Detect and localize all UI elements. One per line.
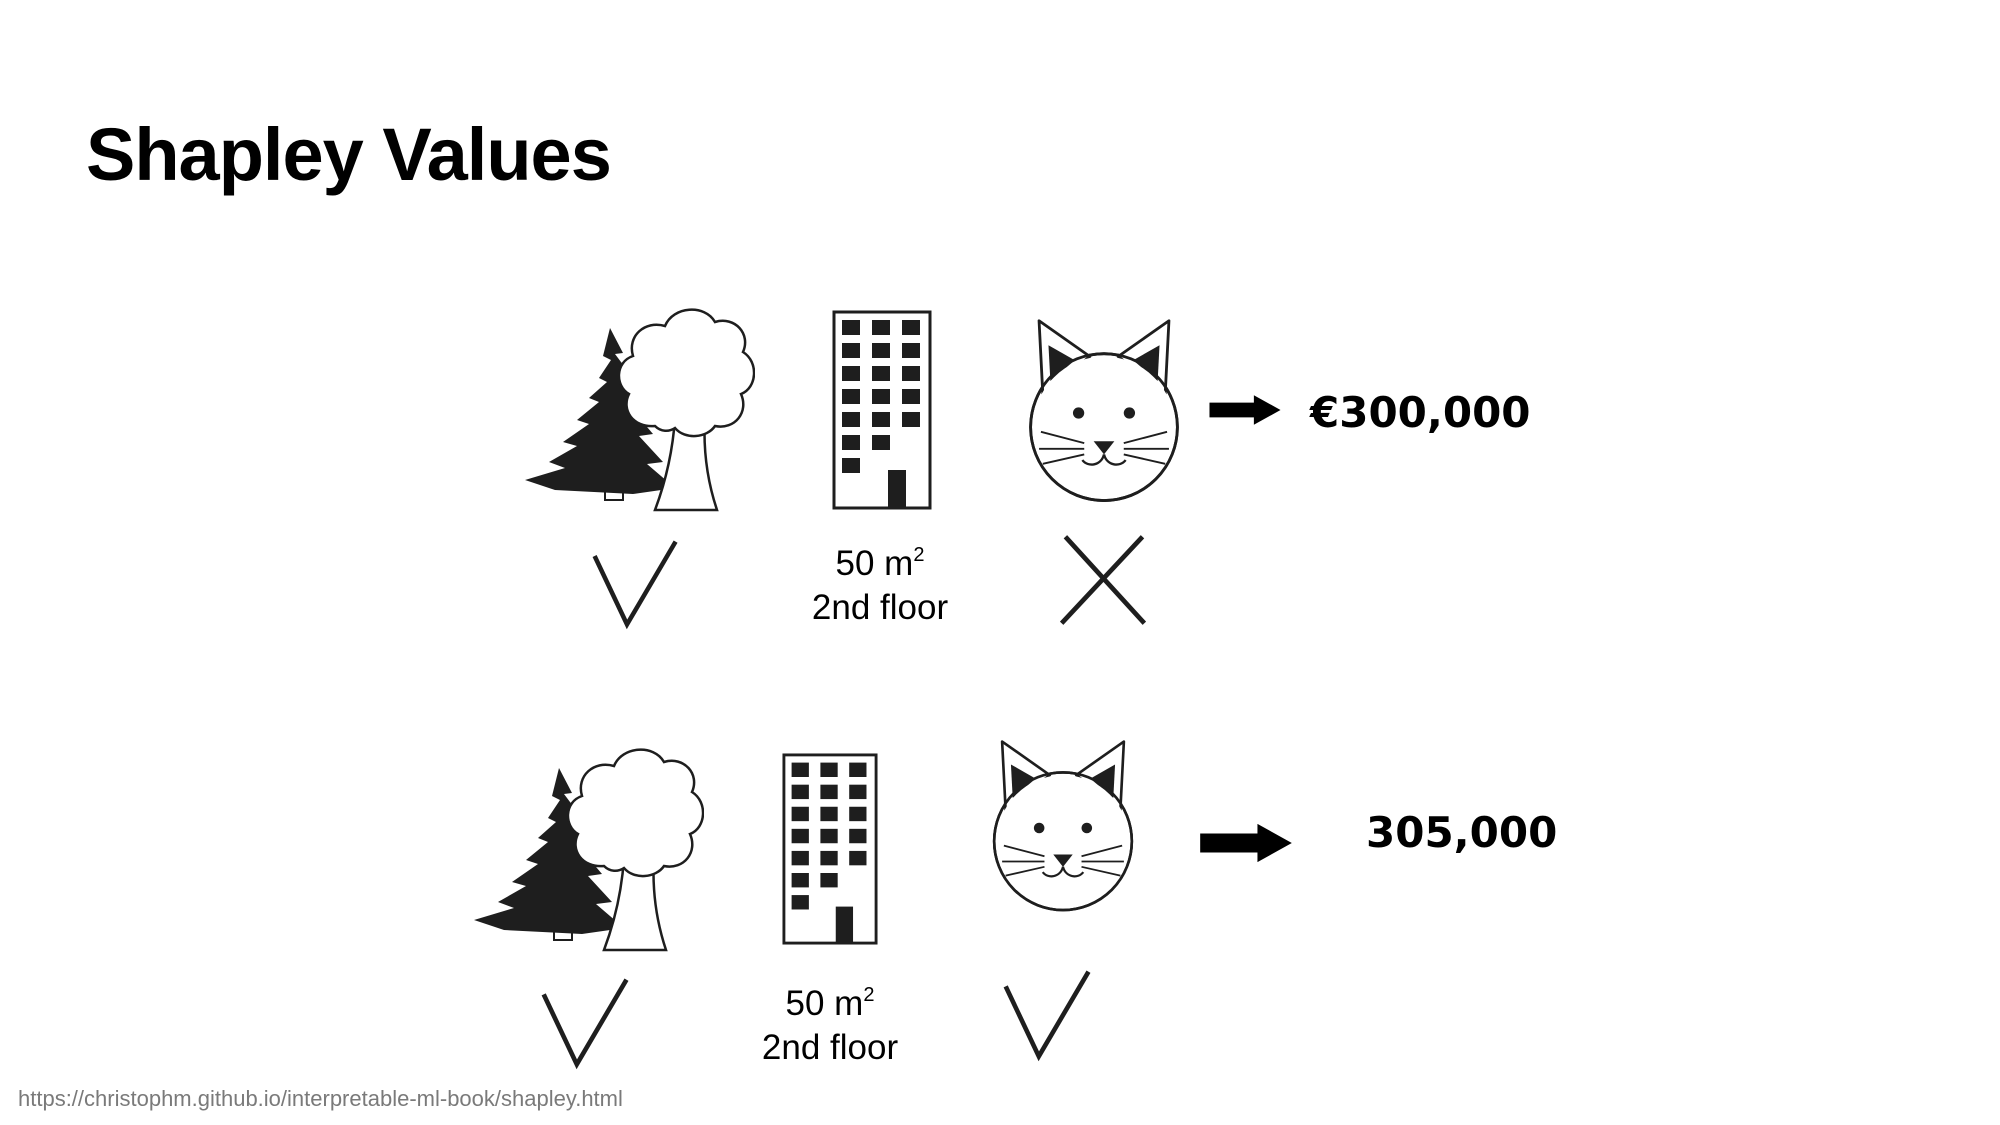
size-label: 50 m [835, 544, 914, 583]
price-label: 305,000 [1366, 808, 1558, 857]
size-label: 50 m [785, 984, 864, 1023]
arrow-right-icon [1198, 822, 1294, 864]
cat-icon [1024, 318, 1184, 508]
cat-icon [988, 738, 1138, 918]
floor-label: 2nd floor [761, 1028, 899, 1067]
price-label: €300,000 [1310, 388, 1531, 437]
cross-icon [1056, 530, 1150, 630]
size-exponent: 2 [913, 544, 925, 566]
apartment-caption: 50 m2 2nd floor [720, 982, 940, 1070]
check-icon [1002, 964, 1094, 1064]
size-exponent: 2 [863, 984, 875, 1006]
building-icon [782, 750, 878, 948]
source-link[interactable]: https://christophm.github.io/interpretab… [18, 1086, 623, 1111]
arrow-right-icon [1208, 393, 1282, 427]
page-title: Shapley Values [86, 113, 612, 196]
tree-icon [464, 738, 704, 953]
tree-icon [515, 298, 755, 513]
floor-label: 2nd floor [811, 588, 949, 627]
apartment-caption: 50 m2 2nd floor [770, 542, 990, 630]
check-icon [591, 533, 681, 633]
check-icon [540, 972, 632, 1072]
building-icon [832, 310, 932, 510]
